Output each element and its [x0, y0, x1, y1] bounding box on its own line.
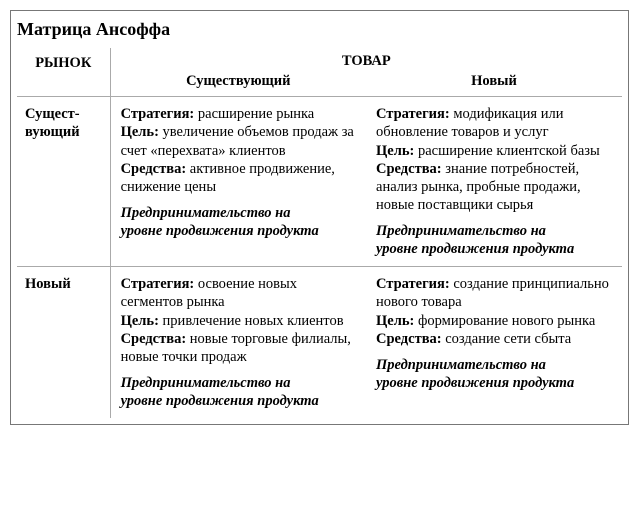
ansoff-table: РЫНОК ТОВАР Существующий Новый Сущест- в… [17, 48, 622, 418]
row-label-new: Новый [17, 267, 110, 418]
label-means: Средства: [121, 331, 187, 347]
row-label-existing-l1: Сущест- [25, 106, 80, 122]
row-label-existing: Сущест- вующий [17, 97, 110, 267]
label-means: Средства: [376, 161, 442, 177]
nn-strategy: Стратегия: создание принци­пиально новог… [376, 275, 612, 311]
header-market: РЫНОК [17, 48, 110, 97]
nn-summary: Предпринимательство науровне продвижения… [376, 356, 612, 392]
label-strategy: Стратегия: [121, 276, 195, 292]
ee-strategy: Стратегия: расширение рынка [121, 105, 356, 123]
ne-summary: Предпринимательство науровне продвижения… [121, 374, 356, 410]
en-strategy: Стратегия: модификация или обновление то… [376, 105, 612, 141]
cell-existing-existing: Стратегия: расширение рынка Цель: увелич… [110, 97, 366, 267]
ne-strategy: Стратегия: освоение новых сегментов рынк… [121, 275, 356, 311]
en-summary: Предпринимательство науровне продвижения… [376, 222, 612, 258]
label-strategy: Стратегия: [376, 106, 450, 122]
label-goal: Цель: [121, 124, 159, 140]
header-product: ТОВАР [110, 48, 622, 70]
label-strategy: Стратегия: [376, 276, 450, 292]
ne-goal: Цель: привлечение новых клиентов [121, 312, 356, 330]
cell-new-existing: Стратегия: освоение новых сегментов рынк… [110, 267, 366, 418]
cell-new-new: Стратегия: создание принци­пиально новог… [366, 267, 622, 418]
nn-goal: Цель: формирование нового рынка [376, 312, 612, 330]
matrix-container: Матрица Ансоффа РЫНОК ТОВАР Существующий… [10, 10, 629, 425]
ee-summary: Предпринимательство науровне продвижения… [121, 204, 356, 240]
label-means: Средства: [121, 161, 187, 177]
label-goal: Цель: [121, 313, 159, 329]
header-product-existing: Существующий [110, 70, 366, 97]
header-product-new: Новый [366, 70, 622, 97]
cell-existing-new: Стратегия: модификация или обновление то… [366, 97, 622, 267]
en-means: Средства: знание потребностей, анализ ры… [376, 160, 612, 214]
label-goal: Цель: [376, 313, 414, 329]
ne-means: Средства: новые торговые филиалы, новые … [121, 330, 356, 366]
label-strategy: Стратегия: [121, 106, 195, 122]
row-label-existing-l2: вующий [25, 124, 80, 140]
page-title: Матрица Ансоффа [17, 17, 622, 44]
nn-means: Средства: создание сети сбыта [376, 330, 612, 348]
ee-goal: Цель: увеличение объемов продаж за счет … [121, 123, 356, 159]
label-goal: Цель: [376, 143, 414, 159]
en-goal: Цель: расширение клиентской базы [376, 142, 612, 160]
ee-means: Средства: активное продви­жение, снижени… [121, 160, 356, 196]
label-means: Средства: [376, 331, 442, 347]
